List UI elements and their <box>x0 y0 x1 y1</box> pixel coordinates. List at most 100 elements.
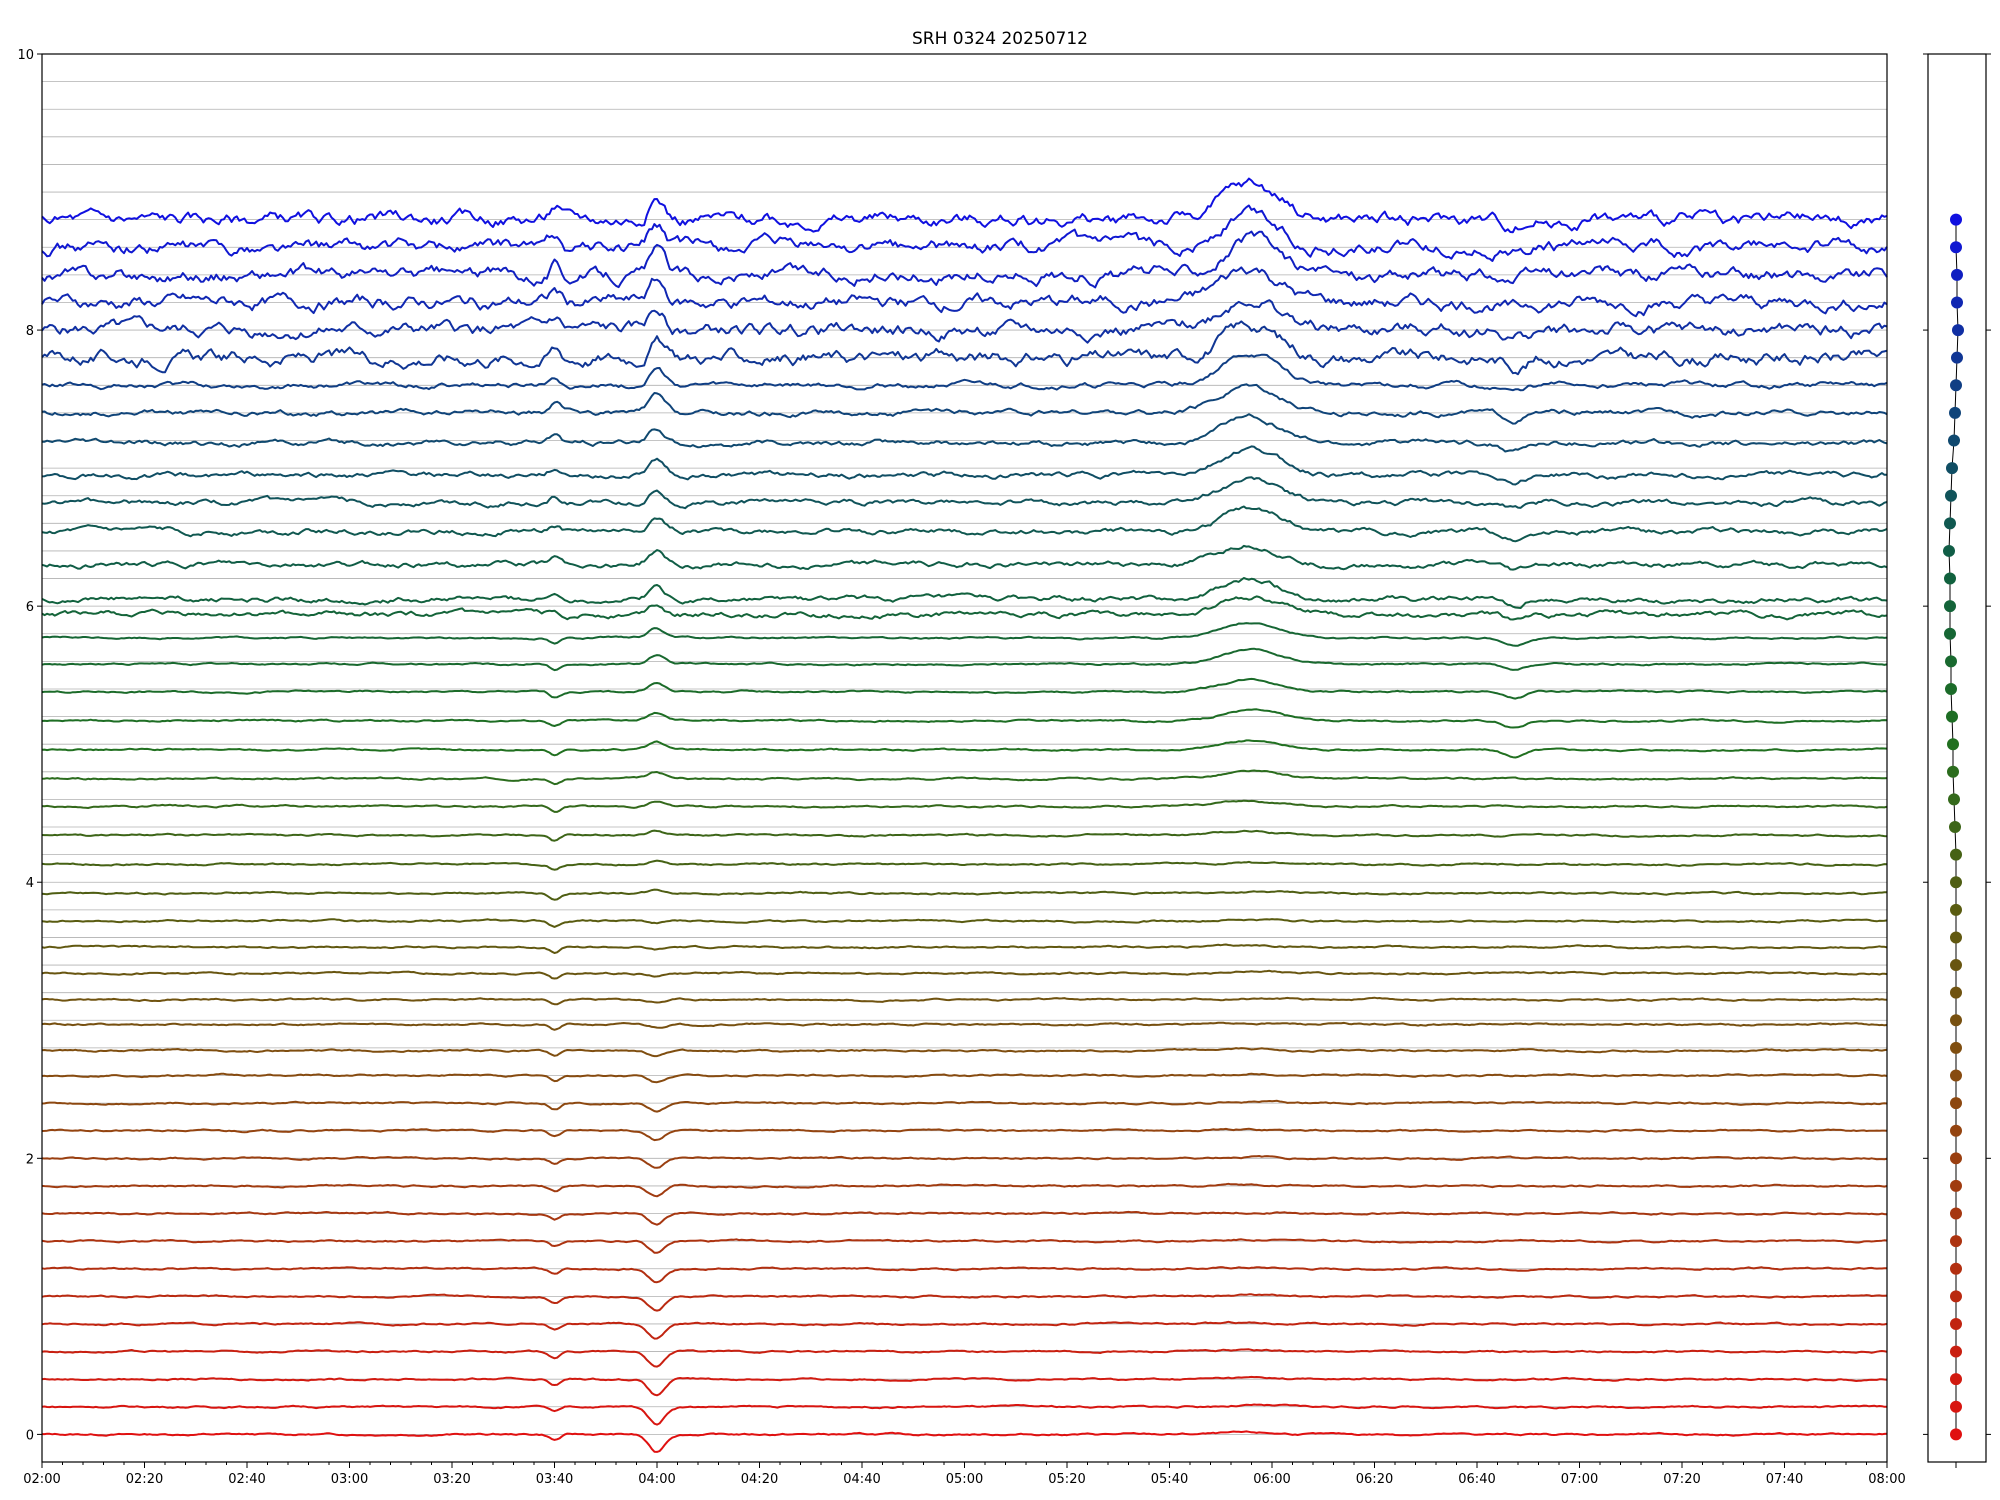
y-tick-label: 0 <box>26 1428 34 1443</box>
side-scatter-point <box>1950 1262 1962 1275</box>
side-scatter-point <box>1950 1400 1962 1413</box>
series-line <box>41 1238 1888 1254</box>
side-scatter-point <box>1950 1373 1962 1386</box>
side-scatter-point <box>1950 1207 1962 1220</box>
side-scatter-point <box>1944 572 1956 585</box>
series-line <box>41 230 1888 289</box>
side-scatter-point <box>1950 931 1962 944</box>
series-line <box>41 829 1888 842</box>
side-scatter-point <box>1950 986 1962 999</box>
x-tick-label: 05:40 <box>1151 1472 1188 1487</box>
side-scatter-point <box>1950 1041 1962 1054</box>
series-line <box>41 353 1888 392</box>
series-line <box>41 1127 1888 1142</box>
side-scatter-point <box>1948 793 1960 806</box>
y-tick-label: 4 <box>26 876 34 891</box>
series-line <box>41 476 1888 510</box>
side-scatter-plot <box>1923 53 1991 1468</box>
side-scatter-point <box>1943 544 1955 557</box>
x-tick-label: 08:00 <box>1868 1472 1905 1487</box>
side-scatter-point <box>1944 517 1956 530</box>
series-line <box>41 595 1888 621</box>
side-scatter-point <box>1950 903 1962 916</box>
series-line <box>41 445 1887 486</box>
side-scatter-point <box>1950 1428 1962 1441</box>
side-scatter-point <box>1950 1179 1962 1192</box>
side-scatter-point <box>1944 627 1956 640</box>
side-scatter-point <box>1946 462 1958 475</box>
x-tick-label: 04:00 <box>638 1472 675 1487</box>
series-line <box>41 1320 1888 1340</box>
series-line <box>41 383 1888 425</box>
side-scatter-point <box>1950 1345 1962 1358</box>
series-line <box>41 799 1888 813</box>
series-line <box>41 1155 1888 1169</box>
x-tick-label: 06:20 <box>1356 1472 1393 1487</box>
side-scatter-point <box>1950 1317 1962 1330</box>
side-scatter-point <box>1949 406 1961 419</box>
series-line <box>41 320 1888 376</box>
series-line <box>41 1182 1888 1198</box>
series-line <box>41 1072 1888 1084</box>
side-scatter-point <box>1945 655 1957 668</box>
side-scatter-point <box>1950 848 1962 861</box>
series-line <box>41 996 1888 1006</box>
side-scatter-point <box>1950 379 1962 392</box>
series-line <box>41 918 1888 928</box>
y-tick-label: 2 <box>26 1152 34 1167</box>
x-tick-label: 07:00 <box>1561 1472 1598 1487</box>
series-line <box>41 739 1888 759</box>
x-tick-label: 04:40 <box>843 1472 880 1487</box>
series-line <box>42 1430 1888 1453</box>
x-tick-label: 02:00 <box>23 1472 60 1487</box>
x-tick-label: 05:00 <box>946 1472 983 1487</box>
side-scatter-point <box>1946 710 1958 723</box>
side-scatter-point <box>1950 213 1962 226</box>
side-scatter-point <box>1951 268 1963 281</box>
series-line <box>41 505 1888 543</box>
side-scatter-point <box>1944 600 1956 613</box>
x-tick-label: 03:40 <box>536 1472 573 1487</box>
series-line <box>41 1021 1888 1031</box>
side-scatter-point <box>1950 241 1962 254</box>
x-tick-label: 03:00 <box>331 1472 368 1487</box>
series-line <box>41 1047 1888 1058</box>
chart-title: SRH 0324 20250712 <box>912 29 1088 49</box>
series-line <box>41 1293 1888 1312</box>
series-line <box>41 266 1888 318</box>
x-tick-label: 02:40 <box>228 1472 265 1487</box>
series-line <box>41 943 1888 954</box>
side-scatter-point <box>1951 296 1963 309</box>
series-line <box>41 1099 1888 1113</box>
side-scatter-point <box>1950 1152 1962 1165</box>
x-tick-label: 07:40 <box>1766 1472 1803 1487</box>
side-scatter-point <box>1950 959 1962 972</box>
x-tick-label: 06:00 <box>1253 1472 1290 1487</box>
series-line <box>41 177 1888 234</box>
series-line <box>41 544 1888 571</box>
x-tick-label: 05:20 <box>1048 1472 1085 1487</box>
series-line <box>41 1210 1888 1226</box>
series-line <box>41 708 1888 729</box>
side-scatter-point <box>1950 1097 1962 1110</box>
side-scatter-point <box>1951 351 1963 364</box>
x-tick-label: 07:20 <box>1663 1472 1700 1487</box>
series-line <box>41 647 1888 672</box>
series-line <box>41 622 1888 647</box>
side-scatter-point <box>1949 821 1961 834</box>
side-plot-frame <box>1927 53 1987 1463</box>
side-scatter-point <box>1947 738 1959 751</box>
side-scatter-point <box>1950 1124 1962 1137</box>
side-scatter-point <box>1950 1290 1962 1303</box>
side-scatter-point <box>1945 682 1957 695</box>
y-tick-label: 6 <box>26 600 34 615</box>
series-line <box>41 769 1888 786</box>
x-tick-label: 04:20 <box>741 1472 778 1487</box>
main-plot-area: 0 2 4 6 8 10 02:00 02:20 02:40 03:00 03:20 03:40 04:… <box>17 48 1905 1487</box>
side-scatter-point <box>1950 1014 1962 1027</box>
side-scatter-point <box>1950 876 1962 889</box>
side-scatter-point <box>1952 324 1964 337</box>
series-line <box>41 888 1887 901</box>
plot-frame <box>41 53 1888 1463</box>
